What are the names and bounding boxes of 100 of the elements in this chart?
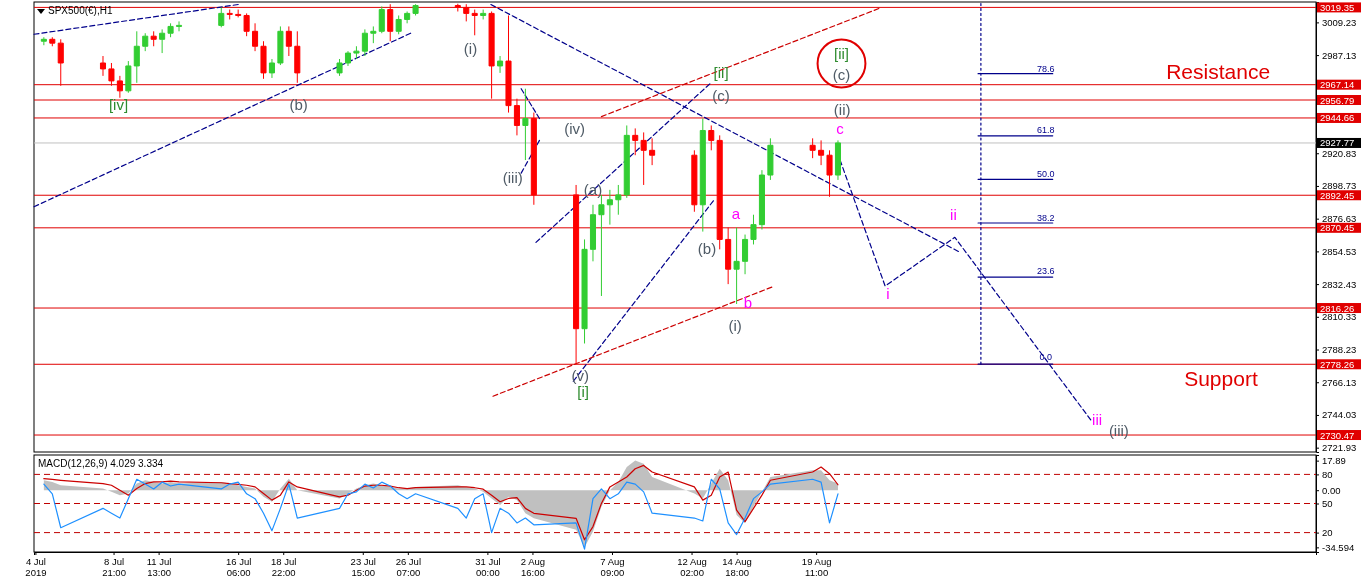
annotation: Resistance xyxy=(1166,59,1271,83)
annotation: [ii] xyxy=(713,63,729,81)
annotation: (ii) xyxy=(833,100,851,118)
annotation: c xyxy=(836,119,845,137)
annotation: b xyxy=(743,293,753,311)
annotation: 61.8 xyxy=(1036,125,1055,136)
x-tick-label: 7 Aug 09:00 xyxy=(600,556,625,578)
candlestick xyxy=(395,14,402,35)
y2-tick-label: 80 xyxy=(1322,468,1333,480)
annotation: 38.2 xyxy=(1036,212,1055,223)
candlestick xyxy=(133,30,140,84)
annotation: 23.6 xyxy=(1036,266,1055,277)
annotation: iii xyxy=(1092,410,1103,428)
annotation: [ii] xyxy=(834,44,849,62)
y-tick-label: 2766.13 xyxy=(1322,376,1357,388)
candlestick xyxy=(40,36,47,46)
annotation: Support xyxy=(1184,366,1258,390)
annotation: (v) xyxy=(571,366,590,384)
x-tick-label: 12 Aug 02:00 xyxy=(677,556,707,578)
candlestick xyxy=(530,112,537,206)
candlestick xyxy=(125,60,132,94)
ref-line-label: 2892.45 xyxy=(1320,189,1355,201)
candlestick xyxy=(834,139,842,181)
candlestick xyxy=(708,124,715,151)
candlestick xyxy=(142,32,149,52)
y-tick-label: 2832.43 xyxy=(1322,278,1357,290)
x-tick-label: 14 Aug 18:00 xyxy=(722,556,752,578)
candlestick xyxy=(277,25,284,66)
candlestick xyxy=(725,227,732,285)
ref-line-label: 2870.45 xyxy=(1320,222,1355,234)
y-tick-label: 3009.23 xyxy=(1322,16,1357,28)
candlestick xyxy=(513,98,520,136)
candlestick xyxy=(285,25,292,57)
candlestick xyxy=(454,3,461,12)
x-tick-label: 4 Jul 2019 xyxy=(25,556,47,578)
annotation: (i) xyxy=(463,39,478,57)
candlestick xyxy=(49,36,56,47)
y-tick-label: 2854.53 xyxy=(1322,245,1357,257)
annotation: [iv] xyxy=(108,95,129,113)
annotation: 78.6 xyxy=(1036,63,1055,74)
annotation: (b) xyxy=(289,95,308,113)
y-tick-label: -34.594 xyxy=(1322,541,1355,553)
ref-line-label: 2730.47 xyxy=(1320,429,1355,441)
candlestick xyxy=(615,184,622,216)
ref-line-label: 2967.14 xyxy=(1320,79,1355,91)
ref-line-label: 2956.79 xyxy=(1320,94,1355,106)
candlestick xyxy=(336,58,343,77)
candlestick xyxy=(463,3,470,22)
x-tick-label: 26 Jul 07:00 xyxy=(395,556,422,578)
chart-title: SPX500(€),H1 xyxy=(48,5,113,16)
candlestick xyxy=(404,10,411,24)
candlestick xyxy=(606,189,613,226)
candlestick xyxy=(252,22,259,52)
y-tick-label: 2721.93 xyxy=(1322,442,1357,454)
annotation: a xyxy=(731,204,741,222)
candlestick xyxy=(260,40,267,80)
candlestick xyxy=(218,6,225,28)
x-tick-label: 16 Jul 06:00 xyxy=(225,556,252,578)
candlestick xyxy=(175,20,183,32)
candlestick xyxy=(471,9,478,36)
ref-line-label: 3019.35 xyxy=(1320,1,1355,13)
candlestick xyxy=(522,88,529,161)
candlestick xyxy=(632,127,639,156)
annotation: (c) xyxy=(712,86,730,104)
candlestick xyxy=(733,227,740,305)
candlestick xyxy=(361,28,368,57)
y-tick-label: 2898.73 xyxy=(1322,180,1357,192)
candlestick xyxy=(268,58,275,79)
annotation: ii xyxy=(950,205,957,223)
candlestick xyxy=(750,214,757,245)
x-tick-label: 23 Jul 15:00 xyxy=(350,556,376,578)
candlestick xyxy=(699,118,706,233)
candlestick xyxy=(818,139,825,166)
ref-line-label: 2816.26 xyxy=(1320,302,1355,314)
y2-tick-label: 20 xyxy=(1322,527,1333,539)
candlestick xyxy=(353,45,360,60)
x-tick-label: 2 Aug 16:00 xyxy=(520,556,546,578)
candlestick xyxy=(235,9,242,18)
annotation: (b) xyxy=(697,239,717,257)
y2-tick-label: 50 xyxy=(1322,498,1333,510)
y-tick-label: 17.89 xyxy=(1322,455,1346,467)
candlestick xyxy=(378,5,385,34)
candlestick xyxy=(108,62,115,87)
candlestick xyxy=(57,38,64,87)
candlestick xyxy=(649,137,656,166)
candlestick xyxy=(480,9,487,20)
candlestick xyxy=(294,30,301,84)
candlestick xyxy=(150,30,157,47)
candlestick xyxy=(243,12,250,37)
candlestick xyxy=(826,149,833,198)
x-tick-label: 31 Jul 00:00 xyxy=(475,556,501,578)
y-tick-label: 2876.63 xyxy=(1322,213,1357,225)
candlestick xyxy=(640,131,647,186)
y-tick-label: 2810.33 xyxy=(1322,311,1357,323)
ref-line-label: 2944.66 xyxy=(1320,112,1355,124)
x-tick-label: 8 Jul 21:00 xyxy=(102,556,126,578)
x-tick-label: 11 Jul 13:00 xyxy=(146,556,172,578)
candlestick xyxy=(99,55,107,77)
x-tick-label: 19 Aug 11:00 xyxy=(801,556,832,578)
candlestick xyxy=(767,137,774,181)
